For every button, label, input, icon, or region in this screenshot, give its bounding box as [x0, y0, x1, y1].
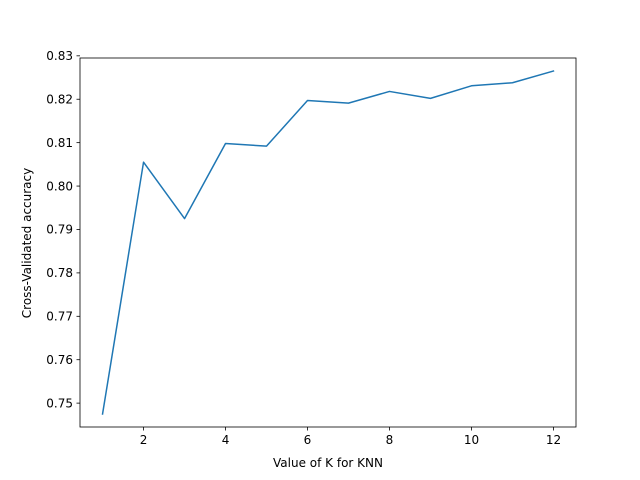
y-axis-label: Cross-Validated accuracy — [20, 168, 34, 318]
y-tick-label: 0.78 — [46, 266, 73, 280]
y-tick-label: 0.82 — [46, 92, 73, 106]
x-axis-label: Value of K for KNN — [273, 456, 383, 470]
y-tick-label: 0.76 — [46, 353, 73, 367]
y-tick-label: 0.77 — [46, 310, 73, 324]
x-tick-label: 2 — [140, 433, 148, 447]
y-tick-label: 0.81 — [46, 136, 73, 150]
x-tick-label: 10 — [464, 433, 479, 447]
x-tick-label: 6 — [304, 433, 312, 447]
x-tick-label: 8 — [386, 433, 394, 447]
y-tick-label: 0.80 — [46, 179, 73, 193]
plot-frame — [79, 57, 577, 428]
y-tick-label: 0.75 — [46, 396, 73, 410]
y-tick-label: 0.83 — [46, 49, 73, 63]
series-line-0 — [101, 70, 555, 415]
y-tick-label: 0.79 — [46, 223, 73, 237]
x-tick-label: 12 — [546, 433, 561, 447]
x-tick-label: 4 — [222, 433, 230, 447]
